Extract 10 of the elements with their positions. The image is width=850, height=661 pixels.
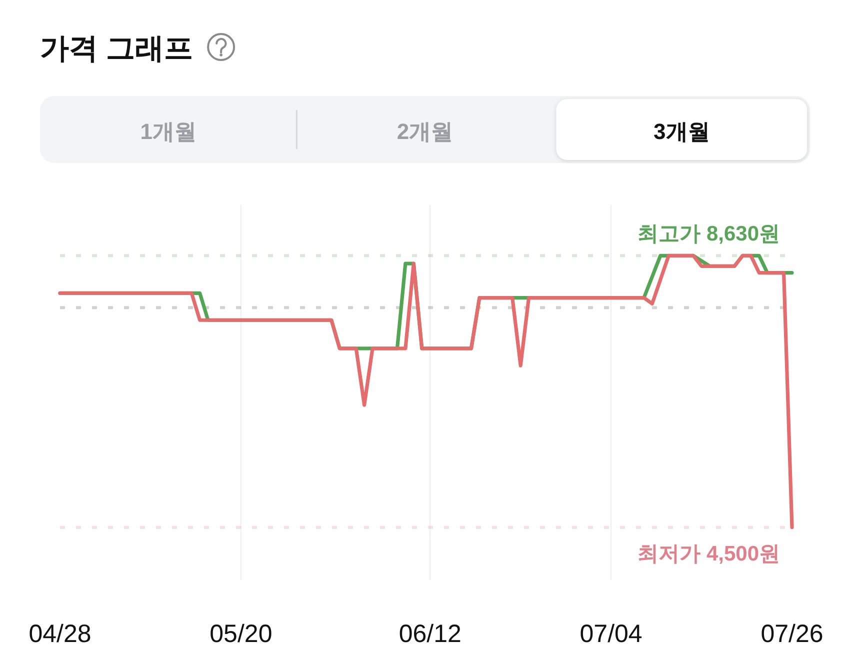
x-tick-label: 07/26 [760, 620, 824, 648]
x-tick-label: 04/28 [28, 620, 92, 648]
tab-label: 1개월 [140, 119, 196, 144]
ref-line-label: 최저가 4,500원 [638, 542, 780, 566]
chart-title: 가격 그래프 [40, 33, 194, 65]
x-tick-label: 07/04 [580, 620, 642, 648]
x-tick-label: 06/12 [398, 620, 462, 648]
tab-label: 2개월 [396, 119, 454, 144]
x-tick-label: 05/20 [210, 620, 272, 648]
ref-line-label: 최고가 8,630원 [638, 222, 780, 246]
